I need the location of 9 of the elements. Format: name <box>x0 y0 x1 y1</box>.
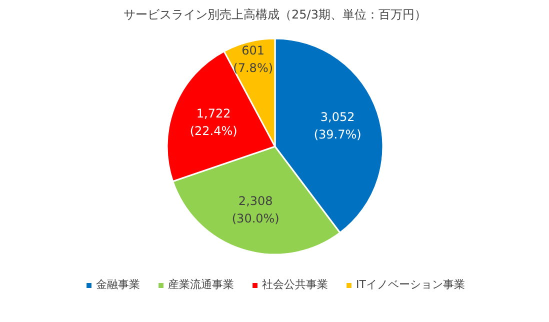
legend-label: 社会公共事業 <box>262 277 328 292</box>
chart-title: サービスライン別売上高構成（25/3期、単位：百万円） <box>124 8 426 22</box>
legend-label: ITイノベーション事業 <box>356 277 465 292</box>
data-label: 601 (7.8%) <box>233 43 274 75</box>
data-label: 3,052 (39.7%) <box>314 110 362 142</box>
legend-label: 金融事業 <box>96 277 140 292</box>
data-label: 1,722 (22.4%) <box>190 106 238 138</box>
data-label: 2,308 (30.0%) <box>232 194 280 226</box>
legend-label: 産業流通事業 <box>168 277 234 292</box>
